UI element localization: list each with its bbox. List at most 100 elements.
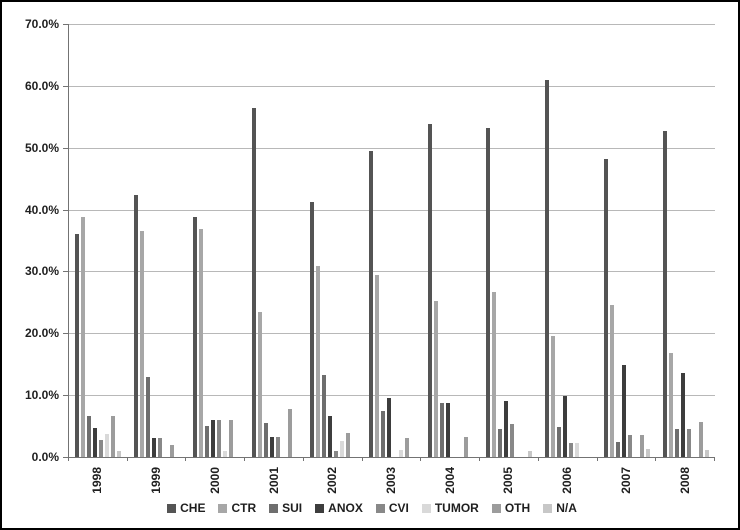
bar-CHE-1999 (134, 195, 139, 457)
bar-CTR-1999 (140, 231, 145, 457)
bar-CVI-2002 (334, 451, 339, 457)
bar-TUMOR-1998 (105, 434, 110, 457)
y-axis-tick (63, 333, 68, 334)
bar-SUI-2002 (322, 375, 327, 457)
bar-OTH-2007 (639, 435, 644, 457)
bar-CTR-2000 (198, 229, 203, 457)
bar-CTR-2004 (433, 301, 438, 457)
bar-CHE-2008 (662, 131, 667, 457)
bar-ANOX-2007 (621, 365, 626, 457)
bar-ANOX-2008 (680, 373, 685, 457)
bar-ANOX-2006 (563, 396, 568, 457)
legend-item-TUMOR: TUMOR (421, 501, 479, 515)
bar-group-2000 (186, 24, 245, 457)
legend-label: CHE (180, 501, 206, 515)
x-axis-tick (244, 457, 245, 461)
y-axis-tick (63, 457, 68, 458)
legend-item-CTR: CTR (218, 501, 256, 515)
y-axis-tick-label: 0.0% (31, 450, 59, 464)
bar-SUI-1998 (87, 416, 92, 457)
bar-ANOX-2001 (269, 437, 274, 457)
x-axis-tick (303, 457, 304, 461)
bar-OTH-2008 (698, 422, 703, 457)
legend-swatch-icon (421, 503, 431, 513)
bar-OTH-2002 (346, 433, 351, 457)
bar-CTR-2007 (609, 305, 614, 457)
plot-area (68, 24, 715, 458)
y-axis-tick (63, 395, 68, 396)
bar-CHE-2005 (486, 128, 491, 457)
bar-group-1998 (69, 24, 128, 457)
gridline (69, 24, 715, 25)
y-axis-tick-label: 30.0% (24, 264, 59, 278)
bar-TUMOR-2003 (398, 450, 403, 457)
bar-CHE-2001 (251, 108, 256, 457)
bar-CTR-1998 (81, 217, 86, 457)
bar-group-2003 (363, 24, 422, 457)
bar-group-2001 (245, 24, 304, 457)
bar-CVI-2005 (510, 424, 515, 457)
bar-group-2007 (598, 24, 657, 457)
legend-label: CVI (388, 501, 409, 515)
bar-CHE-2006 (545, 80, 550, 457)
legend-label: TUMOR (434, 501, 479, 515)
legend-item-NA: N/A (543, 501, 577, 515)
x-axis-tick (185, 457, 186, 461)
x-axis-tick (127, 457, 128, 461)
gridline (69, 395, 715, 396)
bar-NA-2005 (528, 451, 533, 457)
y-axis-tick (63, 210, 68, 211)
legend-swatch-icon (315, 503, 325, 513)
legend-item-SUI: SUI (269, 501, 302, 515)
legend-label: SUI (282, 501, 303, 515)
bar-TUMOR-2000 (222, 451, 227, 457)
bar-CHE-2002 (310, 202, 315, 457)
legend-swatch-icon (167, 503, 177, 513)
legend-swatch-icon (218, 503, 228, 513)
y-axis-tick-label: 60.0% (24, 79, 59, 93)
gridline (69, 210, 715, 211)
bar-ANOX-1999 (152, 438, 157, 457)
bar-SUI-2003 (380, 411, 385, 457)
x-axis-tick (420, 457, 421, 461)
y-axis-tick-label: 40.0% (24, 203, 59, 217)
y-axis-tick-label: 50.0% (24, 141, 59, 155)
bar-ANOX-2000 (210, 420, 215, 457)
bar-OTH-2000 (228, 420, 233, 457)
legend-item-CVI: CVI (375, 501, 409, 515)
legend-label: N/A (556, 501, 577, 515)
bar-SUI-2005 (498, 429, 503, 457)
bar-CTR-2003 (374, 275, 379, 457)
bar-NA-2007 (645, 449, 650, 457)
bar-NA-1998 (117, 451, 122, 457)
bar-SUI-2000 (204, 426, 209, 457)
bar-group-1999 (128, 24, 187, 457)
bar-SUI-1999 (146, 377, 151, 457)
bar-CHE-1998 (75, 234, 80, 457)
legend-label: ANOX (328, 501, 363, 515)
y-axis-tick-label: 20.0% (24, 326, 59, 340)
gridline (69, 86, 715, 87)
gridline (69, 148, 715, 149)
bar-group-2008 (656, 24, 715, 457)
y-axis-tick (63, 24, 68, 25)
bar-group-2004 (421, 24, 480, 457)
x-axis-tick (597, 457, 598, 461)
bar-NA-2008 (704, 450, 709, 457)
y-axis-tick (63, 271, 68, 272)
gridline (69, 271, 715, 272)
bar-CVI-2008 (686, 429, 691, 457)
legend-swatch-icon (375, 503, 385, 513)
bar-ANOX-2003 (386, 398, 391, 457)
bar-TUMOR-2006 (575, 443, 580, 457)
bar-OTH-2001 (287, 409, 292, 457)
bar-ANOX-2004 (445, 403, 450, 457)
bar-SUI-2004 (439, 403, 444, 457)
bar-OTH-1998 (111, 416, 116, 457)
legend-swatch-icon (491, 503, 501, 513)
bar-OTH-2003 (404, 438, 409, 457)
bar-CTR-2008 (668, 353, 673, 457)
x-axis-tick (714, 457, 715, 461)
bar-ANOX-2002 (328, 416, 333, 457)
